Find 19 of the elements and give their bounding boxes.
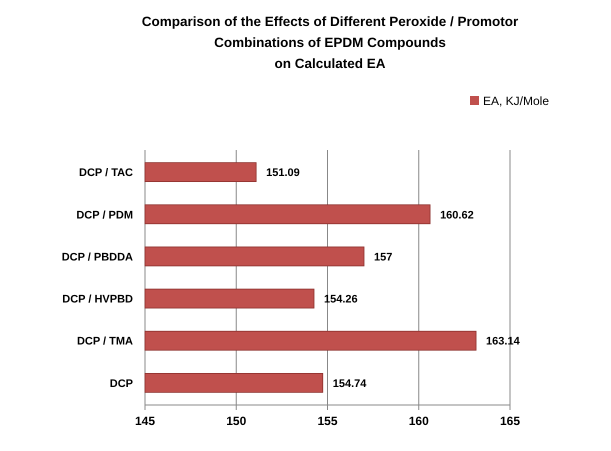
y-tick-label: DCP [110,378,133,390]
y-tick-label: DCP / HVPBD [62,294,134,306]
chart-title: Comparison of the Effects of Different Peroxide / Promotor Combinations of EPDM Compounds on Calculated EA [142,14,520,71]
x-tick-label: 160 [408,414,430,428]
y-tick-label: DCP / TMA [76,336,134,348]
legend-label: EA, KJ/Mole [483,94,550,108]
data-label: 163.14 [486,336,521,348]
data-label: 160.62 [440,209,474,222]
x-tick-label: 145 [134,414,156,428]
data-label: 151.09 [266,167,300,180]
data-label: 154.74 [332,378,368,390]
x-tick-label: 165 [500,414,520,428]
data-label: 157 [374,251,392,264]
y-tick-label: DCP / PDM [76,209,133,222]
x-tick-label: 155 [317,414,338,428]
data-label: 154.26 [324,294,358,306]
y-tick-label: DCP / TAC [79,167,134,180]
y-tick-label: DCP / PBDDA [62,251,134,264]
x-tick-label: 150 [226,414,247,428]
